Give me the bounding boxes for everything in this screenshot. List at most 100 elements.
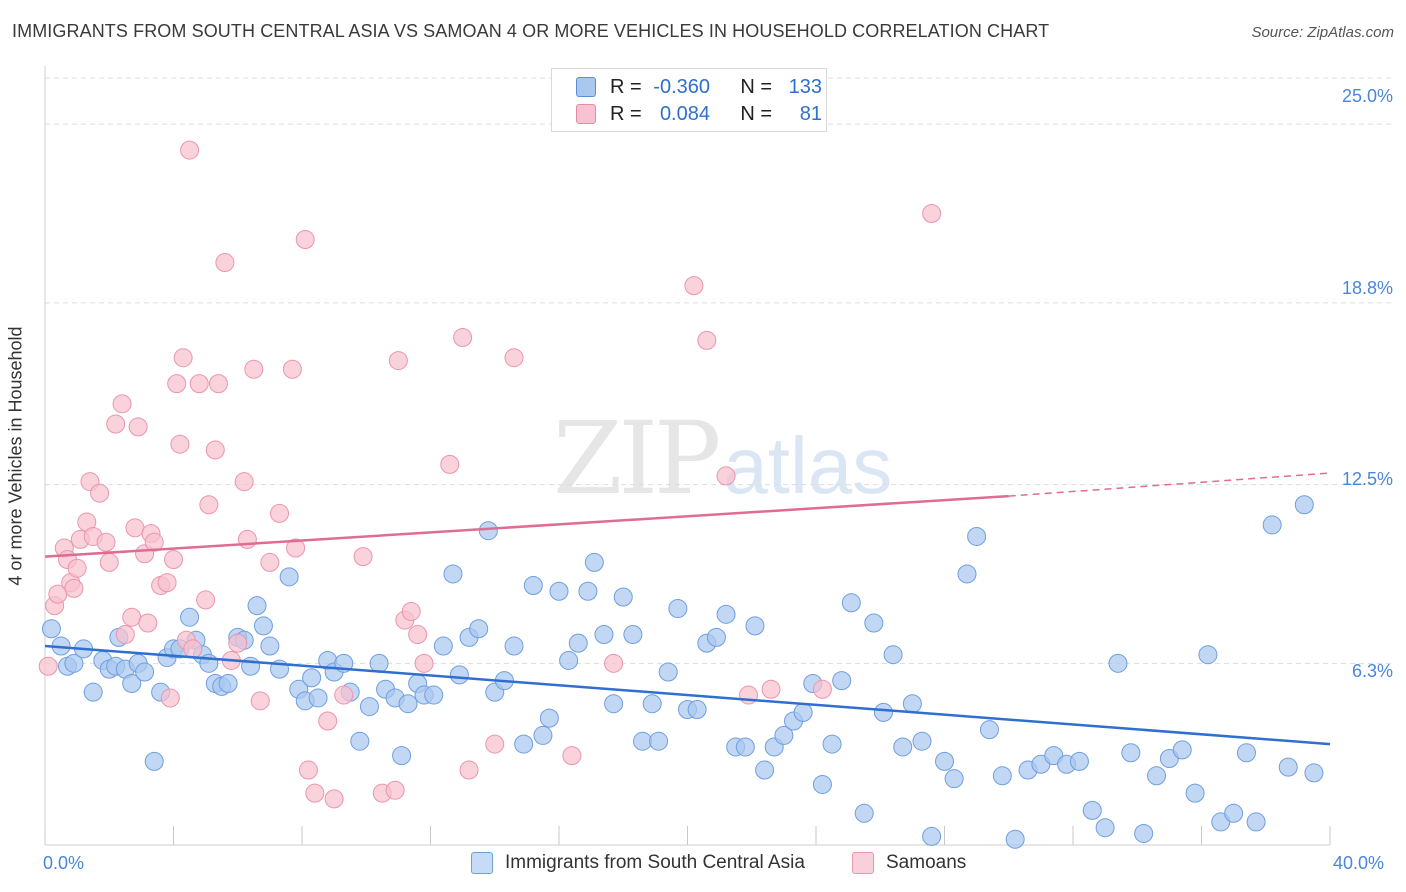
point-south-central-asia-65	[549, 581, 569, 601]
point-samoan-33	[180, 140, 200, 160]
point-samoan-53	[305, 783, 325, 803]
x-tick-label-max: 40.0%	[1333, 853, 1385, 873]
point-samoan-78	[922, 204, 942, 224]
point-samoan-69	[504, 348, 524, 368]
point-samoan-45	[244, 359, 264, 379]
point-south-central-asia-68	[578, 581, 598, 601]
point-south-central-asia-29	[247, 596, 267, 616]
point-south-central-asia-120	[1121, 743, 1141, 763]
point-samoan-7	[67, 558, 87, 578]
point-samoan-37	[199, 495, 219, 515]
point-samoan-46	[250, 691, 270, 711]
point-south-central-asia-69	[584, 552, 604, 572]
point-south-central-asia-74	[633, 731, 653, 751]
series-legend-label: Immigrants from South Central Asia	[505, 852, 805, 873]
point-south-central-asia-85	[735, 737, 755, 757]
point-south-central-asia-89	[774, 725, 794, 745]
point-samoan-47	[260, 552, 280, 572]
point-south-central-asia-119	[1108, 653, 1128, 673]
point-samoan-44	[237, 529, 257, 549]
point-samoan-54	[318, 711, 338, 731]
point-samoan-27	[160, 688, 180, 708]
point-south-central-asia-83	[716, 604, 736, 624]
point-south-central-asia-60	[504, 636, 524, 656]
point-samoan-14	[99, 552, 119, 572]
legend-r-label: R =	[610, 102, 642, 125]
point-samoan-12	[90, 483, 110, 503]
source-credit: Source: ZipAtlas.com	[1251, 24, 1394, 41]
point-samoan-57	[353, 547, 373, 567]
point-samoan-6	[64, 578, 84, 598]
point-south-central-asia-106	[944, 769, 964, 789]
point-samoan-13	[96, 532, 116, 552]
point-south-central-asia-5	[83, 682, 103, 702]
point-samoan-73	[697, 330, 717, 350]
point-south-central-asia-56	[469, 619, 489, 639]
point-south-central-asia-102	[902, 694, 922, 714]
point-south-central-asia-122	[1147, 766, 1167, 786]
watermark: ZIPatlas	[553, 400, 892, 517]
point-south-central-asia-14	[144, 751, 164, 771]
point-samoan-60	[388, 351, 408, 371]
point-south-central-asia-43	[359, 697, 379, 717]
point-south-central-asia-129	[1236, 743, 1256, 763]
point-south-central-asia-3	[64, 653, 84, 673]
point-south-central-asia-117	[1082, 800, 1102, 820]
point-south-central-asia-71	[604, 694, 624, 714]
correlation-legend: R = -0.360 N = 133 R = 0.084 N = 81	[551, 68, 827, 132]
point-south-central-asia-53	[443, 564, 463, 584]
point-samoan-35	[189, 374, 209, 394]
point-south-central-asia-78	[668, 599, 688, 619]
point-south-central-asia-0	[41, 619, 61, 639]
legend-swatch-blue	[576, 77, 596, 97]
point-samoan-39	[208, 374, 228, 394]
series-legend-item-south-central-asia[interactable]: Immigrants from South Central Asia	[471, 852, 805, 874]
point-south-central-asia-72	[613, 587, 633, 607]
point-south-central-asia-111	[1005, 829, 1025, 849]
point-south-central-asia-94	[822, 734, 842, 754]
point-samoan-17	[115, 625, 135, 645]
point-south-central-asia-82	[706, 627, 726, 647]
series-legend-item-samoans[interactable]: Samoans	[852, 852, 966, 874]
point-south-central-asia-133	[1294, 495, 1314, 515]
series-swatch-pink	[852, 852, 874, 874]
point-south-central-asia-124	[1172, 740, 1192, 760]
point-south-central-asia-116	[1069, 751, 1089, 771]
point-south-central-asia-86	[745, 616, 765, 636]
legend-r-value: 0.084	[659, 102, 710, 125]
point-south-central-asia-126	[1198, 645, 1218, 665]
point-samoan-29	[167, 374, 187, 394]
point-south-central-asia-31	[260, 636, 280, 656]
trend-line-samoan-extension	[1008, 472, 1331, 497]
point-samoan-59	[385, 780, 405, 800]
point-south-central-asia-44	[369, 653, 389, 673]
point-south-central-asia-103	[912, 731, 932, 751]
legend-r-label: R =	[610, 75, 642, 98]
point-south-central-asia-25	[218, 674, 238, 694]
point-south-central-asia-107	[957, 564, 977, 584]
point-south-central-asia-91	[793, 702, 813, 722]
point-samoan-43	[234, 472, 254, 492]
point-south-central-asia-42	[350, 731, 370, 751]
point-south-central-asia-61	[514, 734, 534, 754]
point-south-central-asia-104	[922, 826, 942, 846]
point-south-central-asia-125	[1185, 783, 1205, 803]
point-samoan-22	[138, 613, 158, 633]
point-samoan-0	[38, 656, 58, 676]
point-samoan-63	[408, 625, 428, 645]
point-samoan-31	[173, 348, 193, 368]
point-south-central-asia-63	[533, 725, 553, 745]
point-samoan-42	[228, 633, 248, 653]
series-swatch-blue	[471, 852, 493, 874]
point-south-central-asia-77	[658, 662, 678, 682]
point-south-central-asia-101	[893, 737, 913, 757]
point-south-central-asia-118	[1095, 818, 1115, 838]
point-samoan-77	[812, 679, 832, 699]
legend-row-south-central-asia: R = -0.360 N = 133	[576, 75, 822, 99]
point-samoan-19	[125, 518, 145, 538]
point-south-central-asia-67	[568, 633, 588, 653]
point-south-central-asia-98	[864, 613, 884, 633]
x-tick-label-min: 0.0%	[43, 853, 85, 873]
point-samoan-64	[414, 653, 434, 673]
point-samoan-36	[196, 590, 216, 610]
